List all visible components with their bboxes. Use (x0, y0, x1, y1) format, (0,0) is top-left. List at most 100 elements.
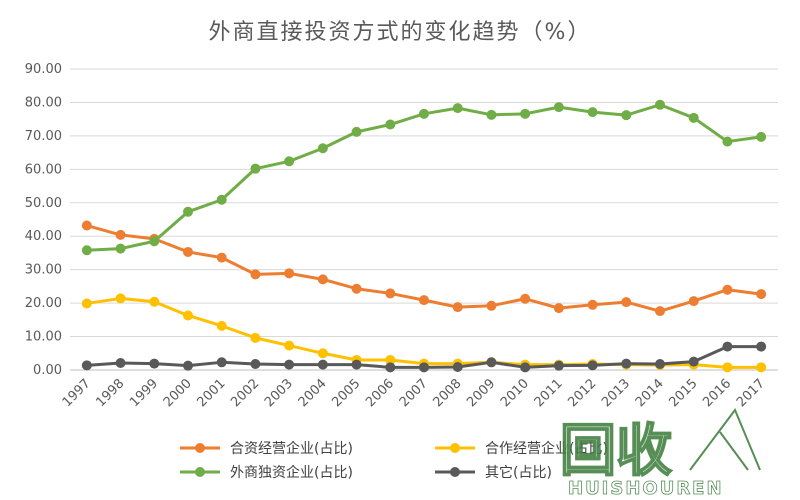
series-line-2 (85, 103, 763, 252)
x-tick-label: 2010 (498, 376, 532, 410)
data-point (385, 354, 396, 365)
data-point (722, 284, 733, 295)
data-point (419, 295, 429, 306)
data-point (587, 107, 598, 118)
data-point (621, 358, 632, 369)
legend-label: 外商独资企业(占比) (230, 464, 353, 481)
data-point (183, 360, 193, 371)
data-point (655, 306, 665, 317)
y-tick-label: 60.00 (25, 162, 62, 177)
y-tick-label: 0.00 (33, 363, 62, 378)
data-point (183, 206, 193, 217)
data-point (756, 131, 767, 142)
data-point (317, 348, 328, 359)
data-point (486, 300, 497, 311)
data-point (520, 293, 531, 304)
data-point (81, 360, 92, 371)
legend-label: 其它(占比) (485, 464, 552, 481)
x-tick-label: 2017 (734, 376, 768, 410)
data-point (351, 126, 362, 137)
data-point (452, 361, 463, 372)
data-point (419, 108, 429, 119)
data-point (317, 359, 328, 370)
data-point (655, 358, 665, 369)
data-point (183, 246, 193, 257)
data-point (250, 269, 261, 280)
x-tick-label: 1998 (93, 376, 127, 410)
data-point (250, 358, 261, 369)
x-tick-label: 2012 (565, 376, 599, 410)
legend-swatch-marker (450, 467, 460, 477)
data-point (621, 297, 632, 308)
data-point (81, 220, 92, 231)
data-point (553, 360, 564, 371)
data-point (688, 112, 699, 123)
data-point (216, 194, 227, 205)
data-point (250, 163, 261, 174)
x-tick-label: 2011 (532, 376, 566, 410)
data-point (81, 245, 92, 256)
data-point (115, 357, 126, 368)
data-point (385, 362, 396, 373)
data-point (149, 236, 160, 247)
data-point (688, 356, 699, 367)
data-point (284, 340, 295, 351)
x-tick-label: 2008 (431, 376, 465, 410)
data-point (115, 229, 126, 240)
x-tick-label: 2007 (397, 376, 431, 410)
y-tick-label: 80.00 (25, 95, 62, 110)
y-tick-label: 10.00 (25, 330, 62, 345)
data-point (452, 302, 463, 313)
legend-swatch-marker (195, 443, 205, 453)
data-point (621, 110, 632, 121)
data-point (419, 362, 429, 373)
y-tick-label: 50.00 (25, 196, 62, 211)
y-tick-label: 70.00 (25, 129, 62, 144)
data-point (756, 362, 767, 373)
data-point (553, 102, 564, 113)
x-tick-label: 1999 (127, 376, 161, 410)
data-point (722, 341, 733, 352)
data-point (351, 359, 362, 370)
data-point (486, 109, 497, 120)
x-tick-label: 2001 (195, 376, 229, 410)
watermark-logo-cn: 回收 (560, 419, 672, 484)
y-tick-label: 90.00 (25, 62, 62, 77)
x-tick-label: 2000 (161, 376, 195, 410)
x-tick-label: 2015 (667, 376, 701, 410)
data-point (216, 320, 227, 331)
data-point (284, 359, 295, 370)
data-point (317, 143, 328, 154)
data-point (756, 341, 767, 352)
data-point (183, 310, 193, 321)
data-point (284, 268, 295, 279)
x-tick-label: 2003 (262, 376, 296, 410)
data-point (115, 293, 126, 304)
x-tick-label: 2002 (228, 376, 262, 410)
data-point (216, 357, 227, 368)
data-point (216, 252, 227, 263)
data-point (587, 360, 598, 371)
data-point (756, 289, 767, 300)
watermark-brand: HUISHOUREN (568, 478, 724, 499)
chart-title: 外商直接投资方式的变化趋势（%） (208, 20, 592, 45)
y-tick-label: 20.00 (25, 296, 62, 311)
x-tick-label: 2016 (700, 376, 734, 410)
watermark-figure-outline (689, 408, 761, 471)
data-point (385, 288, 396, 299)
data-point (149, 296, 160, 307)
data-point (385, 119, 396, 130)
data-point (655, 99, 665, 110)
data-point (115, 243, 126, 254)
data-point (520, 108, 531, 119)
x-tick-label: 2005 (329, 376, 363, 410)
data-point (149, 358, 160, 369)
data-point (486, 357, 497, 368)
x-tick-label: 2013 (599, 376, 633, 410)
data-point (284, 156, 295, 167)
y-tick-label: 30.00 (25, 263, 62, 278)
data-point (452, 103, 463, 114)
data-point (722, 362, 733, 373)
